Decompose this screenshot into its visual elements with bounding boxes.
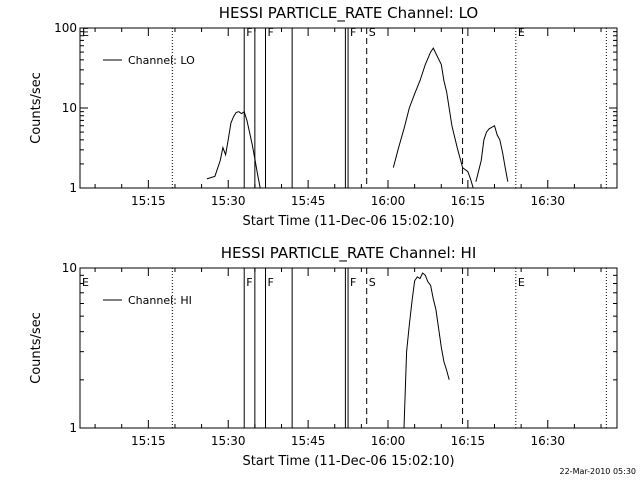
event-label: F <box>246 26 252 39</box>
panel-lo: HESSI PARTICLE_RATE Channel: LO 1 10 100 15:… <box>29 4 618 229</box>
y-tick-label: 1 <box>69 181 77 195</box>
event-label: F <box>268 26 274 39</box>
panel-hi: HESSI PARTICLE_RATE Channel: HI 1 10 15:15 1… <box>29 244 618 469</box>
x-tick-label: 15:15 <box>131 194 166 208</box>
event-label: S <box>369 26 376 39</box>
x-axis-label: Start Time (11-Dec-06 15:02:10) <box>242 454 454 469</box>
y-tick-label: 10 <box>62 261 77 275</box>
footer-timestamp: 22-Mar-2010 05:30 <box>560 467 637 476</box>
event-label: F <box>268 276 274 289</box>
event-label: E <box>518 276 525 289</box>
chart-title: HESSI PARTICLE_RATE Channel: HI <box>221 244 477 263</box>
legend-label: Channel: HI <box>128 294 192 307</box>
x-tick-label: 16:15 <box>451 434 486 448</box>
event-label: F <box>350 26 356 39</box>
x-tick-label: 16:30 <box>530 434 565 448</box>
x-tick-label: 16:00 <box>371 194 406 208</box>
x-tick-label: 15:30 <box>211 194 246 208</box>
series-line <box>392 47 474 189</box>
y-tick-label: 100 <box>54 21 77 35</box>
legend-label: Channel: LO <box>128 54 195 67</box>
y-axis-label: Counts/sec <box>29 72 44 144</box>
series-line <box>403 272 450 429</box>
x-tick-label: 16:00 <box>371 434 406 448</box>
event-label: F <box>350 276 356 289</box>
event-label: E <box>82 26 89 39</box>
x-tick-label: 15:45 <box>291 194 326 208</box>
series-line <box>206 110 261 189</box>
y-tick-label: 1 <box>69 421 77 435</box>
y-axis-label: Counts/sec <box>29 312 44 384</box>
event-label: F <box>246 276 252 289</box>
x-axis-label: Start Time (11-Dec-06 15:02:10) <box>242 214 454 229</box>
chart-title: HESSI PARTICLE_RATE Channel: LO <box>219 4 478 23</box>
x-tick-label: 15:15 <box>131 434 166 448</box>
series-line <box>475 124 509 182</box>
x-tick-label: 16:30 <box>530 194 565 208</box>
x-tick-label: 15:30 <box>211 434 246 448</box>
y-tick-label: 10 <box>62 101 77 115</box>
event-label: S <box>369 276 376 289</box>
event-label: E <box>82 276 89 289</box>
event-label: E <box>518 26 525 39</box>
x-tick-label: 16:15 <box>451 194 486 208</box>
x-tick-label: 15:45 <box>291 434 326 448</box>
